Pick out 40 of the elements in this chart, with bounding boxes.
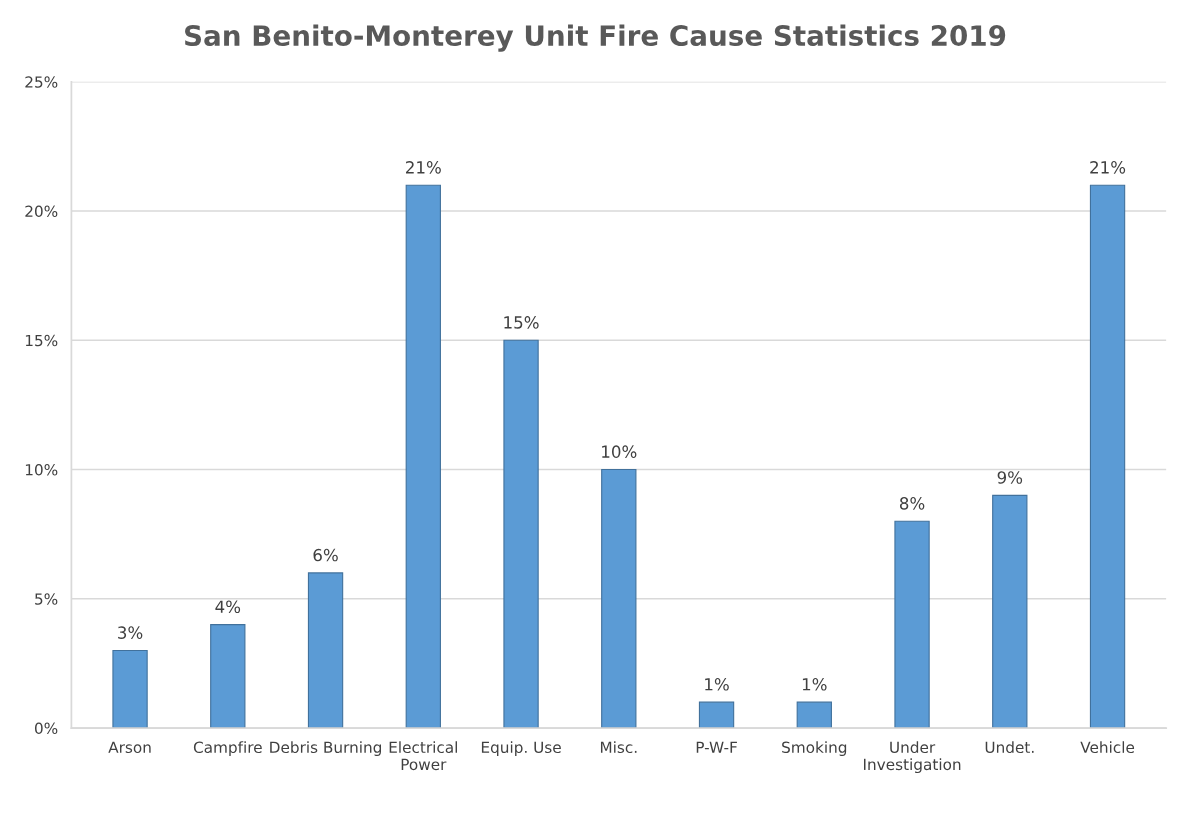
x-tick-label: Debris Burning — [270, 741, 382, 756]
bar — [503, 339, 539, 729]
bar — [796, 701, 832, 729]
data-label: 15% — [504, 316, 539, 329]
bar — [210, 624, 246, 729]
x-tick-label: Arson — [108, 741, 151, 754]
bar — [601, 468, 637, 729]
x-tick-label: Undet. — [985, 741, 1034, 754]
y-tick-label: 10% — [25, 464, 58, 476]
x-tick-label: Electrical Power — [389, 741, 457, 771]
y-tick-label: 15% — [25, 334, 58, 347]
x-tick-label: Smoking — [782, 741, 847, 756]
x-tick-label: Misc. — [600, 741, 637, 754]
bar — [992, 494, 1028, 729]
data-label: 6% — [313, 548, 338, 562]
chart-title: San Benito-Monterey Unit Fire Cause Statistics 2019 — [185, 24, 1006, 52]
data-label: 3% — [118, 626, 143, 639]
data-label: 21% — [406, 161, 441, 174]
data-label: 1% — [705, 678, 729, 691]
y-tick-label: 0% — [34, 722, 58, 735]
bar — [307, 572, 344, 729]
y-tick-label: 5% — [35, 593, 58, 605]
data-label: 21% — [1090, 161, 1126, 174]
bar — [405, 184, 441, 729]
data-label: 1% — [802, 678, 827, 691]
bar — [698, 701, 735, 729]
y-tick-label: 25% — [25, 76, 58, 88]
x-tick-label: Equip. Use — [481, 741, 561, 756]
y-tick-label: 20% — [25, 205, 58, 218]
x-tick-label: Campfire — [193, 741, 262, 756]
data-label: 4% — [215, 600, 241, 614]
data-label: 9% — [997, 471, 1023, 484]
data-label: 10% — [602, 445, 637, 458]
bar — [1089, 184, 1126, 729]
bar — [894, 520, 930, 729]
x-tick-label: Vehicle — [1080, 741, 1135, 754]
bar — [112, 649, 148, 729]
data-label: 8% — [899, 497, 925, 510]
x-tick-label: Under Investigation — [863, 741, 961, 774]
x-tick-label: P-W-F — [696, 741, 737, 753]
